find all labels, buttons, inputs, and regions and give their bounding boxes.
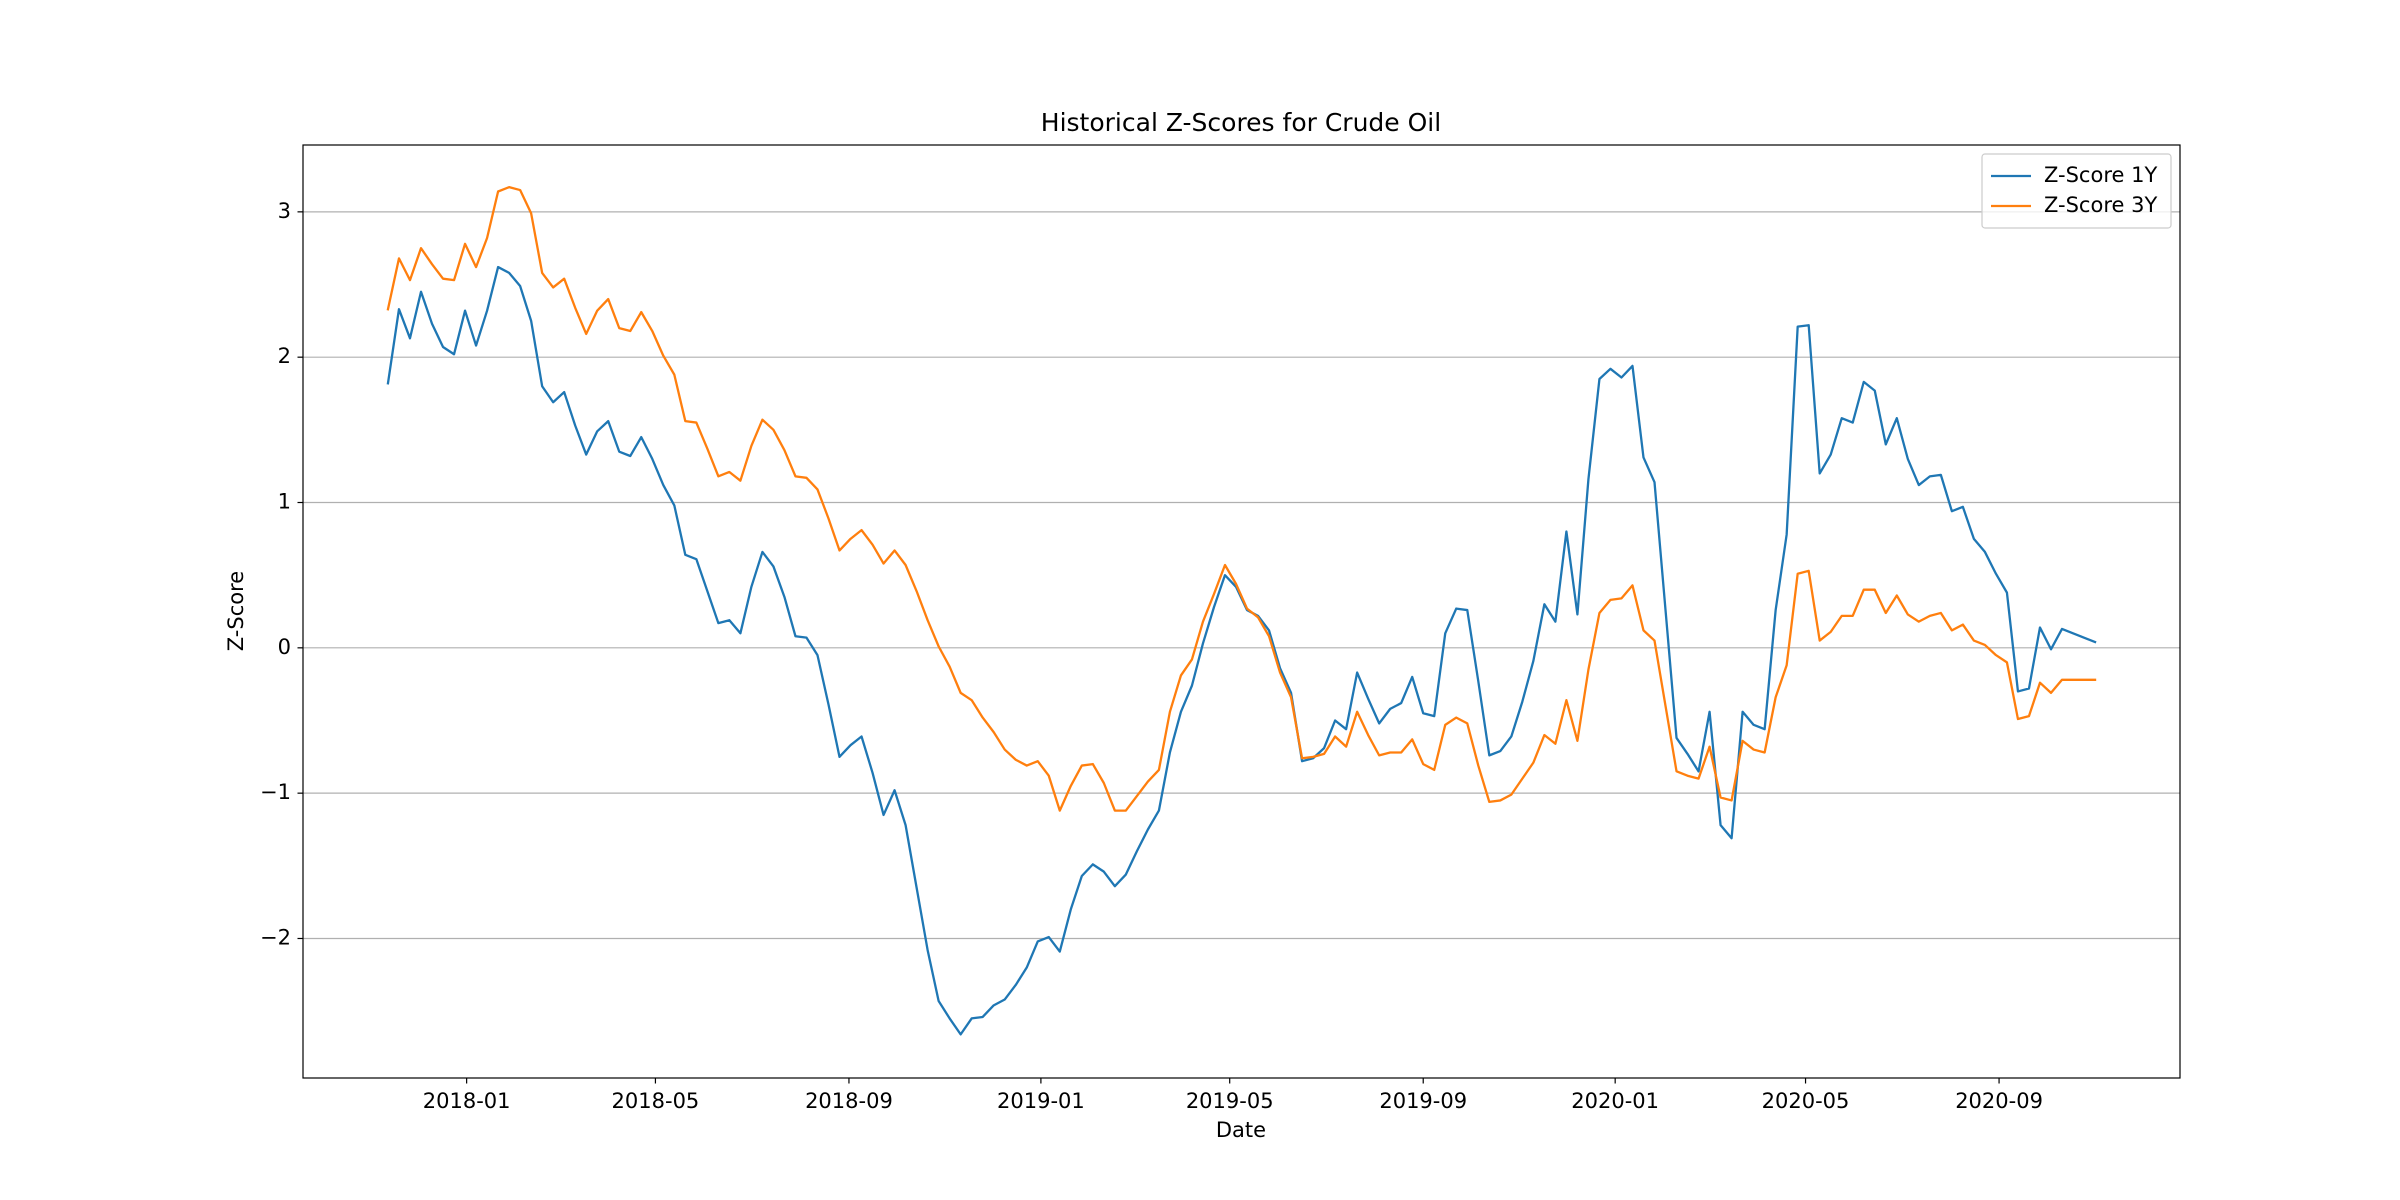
chart-title: Historical Z-Scores for Crude Oil <box>1041 108 1441 137</box>
y-tick-label: 0 <box>278 635 291 659</box>
x-tick-label: 2019-09 <box>1379 1089 1467 1113</box>
x-tick-label: 2020-05 <box>1762 1089 1850 1113</box>
y-tick-label: 3 <box>278 199 291 223</box>
x-axis-label: Date <box>1216 1118 1266 1142</box>
legend-label: Z-Score 3Y <box>2044 193 2157 217</box>
x-tick-label: 2018-01 <box>423 1089 511 1113</box>
x-tick-label: 2018-05 <box>612 1089 700 1113</box>
x-tick-label: 2020-01 <box>1571 1089 1659 1113</box>
x-tick-label: 2019-01 <box>997 1089 1085 1113</box>
y-tick-label: −1 <box>260 780 291 804</box>
y-tick-label: 2 <box>278 344 291 368</box>
plot-frame <box>302 144 2181 1079</box>
legend-label: Z-Score 1Y <box>2044 163 2157 187</box>
y-tick-label: 1 <box>278 490 291 514</box>
x-tick-label: 2019-05 <box>1186 1089 1274 1113</box>
x-tick-label: 2018-09 <box>805 1089 893 1113</box>
y-axis-label: Z-Score <box>224 571 248 651</box>
legend: Z-Score 1Y Z-Score 3Y <box>1981 153 2172 229</box>
legend-box <box>1981 153 2172 229</box>
x-tick-label: 2020-09 <box>1955 1089 2043 1113</box>
y-tick-label: −2 <box>260 925 291 949</box>
line-series <box>386 185 2097 812</box>
